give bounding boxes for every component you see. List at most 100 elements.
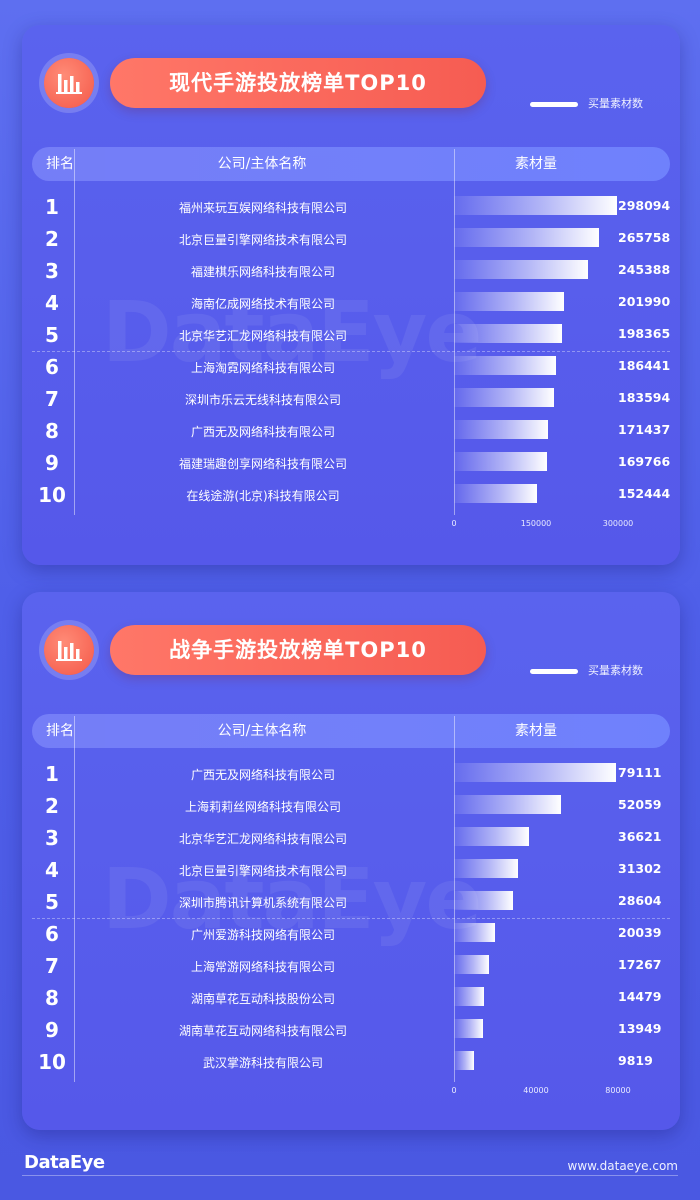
rank-number: 5 [45,323,59,347]
bar [454,260,588,279]
table-header: 排名 公司/主体名称 素材量 [32,714,670,748]
bar [454,196,617,215]
rank-number: 7 [45,387,59,411]
bar [454,292,564,311]
company-name: 福建棋乐网络科技有限公司 [190,265,335,279]
row-divider [32,918,670,919]
value-label: 13949 [618,1021,662,1036]
company-name: 深圳市乐云无线科技有限公司 [184,393,341,407]
dataeye-logo: DataEye [24,1152,105,1173]
value-label: 171437 [618,422,671,437]
value-label: 36621 [618,829,662,844]
bar [454,891,513,910]
legend-swatch [530,669,578,674]
x-tick-label: 150000 [520,519,552,528]
value-label: 169766 [618,454,671,469]
value-label: 79111 [618,765,662,780]
value-label: 265758 [618,230,671,245]
bar [454,356,556,375]
x-tick-label: 80000 [605,1086,631,1095]
header-material: 素材量 [515,156,557,172]
company-name: 北京巨量引擎网络技术有限公司 [178,864,347,878]
rank-number: 9 [45,1018,59,1042]
bar [454,484,537,503]
rank-number: 8 [45,986,59,1010]
header-company: 公司/主体名称 [217,723,307,739]
value-label: 245388 [618,262,671,277]
company-name: 上海莉莉丝网络科技有限公司 [184,800,341,814]
separator-rank [74,149,75,515]
rank-number: 7 [45,954,59,978]
company-name: 上海常游网络科技有限公司 [190,960,335,974]
value-label: 52059 [618,797,662,812]
bar [454,795,561,814]
bar [454,923,495,942]
chart-title: 战争手游投放榜单TOP10 [110,625,486,675]
rank-number: 10 [38,483,66,507]
bar [454,228,599,247]
chart-title: 现代手游投放榜单TOP10 [110,58,486,108]
chart-card-war: DataEye 战争手游投放榜单TOP10 买量素材数 排名 公司/主体名称 素… [22,592,680,1130]
value-label: 17267 [618,957,662,972]
company-name: 福建瑞趣创享网络科技有限公司 [178,457,347,471]
company-name: 武汉掌游科技有限公司 [202,1056,323,1070]
legend-swatch [530,102,578,107]
rank-number: 1 [45,762,59,786]
company-name: 湖南草花互动网络科技有限公司 [178,1024,347,1038]
company-name: 北京巨量引擎网络技术有限公司 [178,233,347,247]
bar [454,1019,483,1038]
header-rank: 排名 [46,156,74,172]
legend-label: 买量素材数 [588,664,643,677]
rank-number: 2 [45,227,59,251]
rank-number: 4 [45,291,59,315]
bar [454,827,529,846]
x-tick-label: 40000 [523,1086,549,1095]
rank-number: 4 [45,858,59,882]
bar [454,955,489,974]
rank-number: 2 [45,794,59,818]
x-tick-label: 0 [451,1086,457,1095]
bar [454,420,548,439]
header-material: 素材量 [515,723,557,739]
company-name: 深圳市腾讯计算机系统有限公司 [178,896,347,910]
company-name: 广州爱游科技网络有限公司 [190,928,335,942]
chart-card-modern: DataEye 现代手游投放榜单TOP10 买量素材数 排名 公司/主体名称 素… [22,25,680,565]
company-name: 福州来玩互娱网络科技有限公司 [178,201,347,215]
value-label: 298094 [618,198,671,213]
row-divider [32,351,670,352]
header-company: 公司/主体名称 [217,156,307,172]
value-label: 31302 [618,861,662,876]
value-label: 14479 [618,989,662,1004]
rank-number: 10 [38,1050,66,1074]
rank-number: 5 [45,890,59,914]
bar [454,1051,474,1070]
bar [454,324,562,343]
value-label: 186441 [618,358,671,373]
bar [454,763,616,782]
value-label: 28604 [618,893,662,908]
header-rank: 排名 [46,723,74,739]
value-label: 198365 [618,326,671,341]
company-name: 北京华艺汇龙网络科技有限公司 [178,329,347,343]
company-name: 海南亿成网络技术有限公司 [190,297,335,311]
rank-number: 6 [45,922,59,946]
table-header: 排名 公司/主体名称 素材量 [32,147,670,181]
bar-chart-icon [44,58,94,108]
company-name: 北京华艺汇龙网络科技有限公司 [178,832,347,846]
footer-url[interactable]: www.dataeye.com [567,1159,679,1173]
bar [454,452,547,471]
rank-number: 8 [45,419,59,443]
company-name: 在线途游(北京)科技有限公司 [186,489,340,503]
value-label: 20039 [618,925,662,940]
bar [454,987,484,1006]
rank-number: 6 [45,355,59,379]
company-name: 上海淘霓网络科技有限公司 [190,361,335,375]
footer-divider [22,1175,678,1176]
company-name: 湖南草花互动科技股份公司 [190,992,335,1006]
bar [454,859,518,878]
bar [454,388,554,407]
rank-number: 3 [45,826,59,850]
rank-number: 9 [45,451,59,475]
x-tick-label: 300000 [602,519,634,528]
x-tick-label: 0 [451,519,457,528]
